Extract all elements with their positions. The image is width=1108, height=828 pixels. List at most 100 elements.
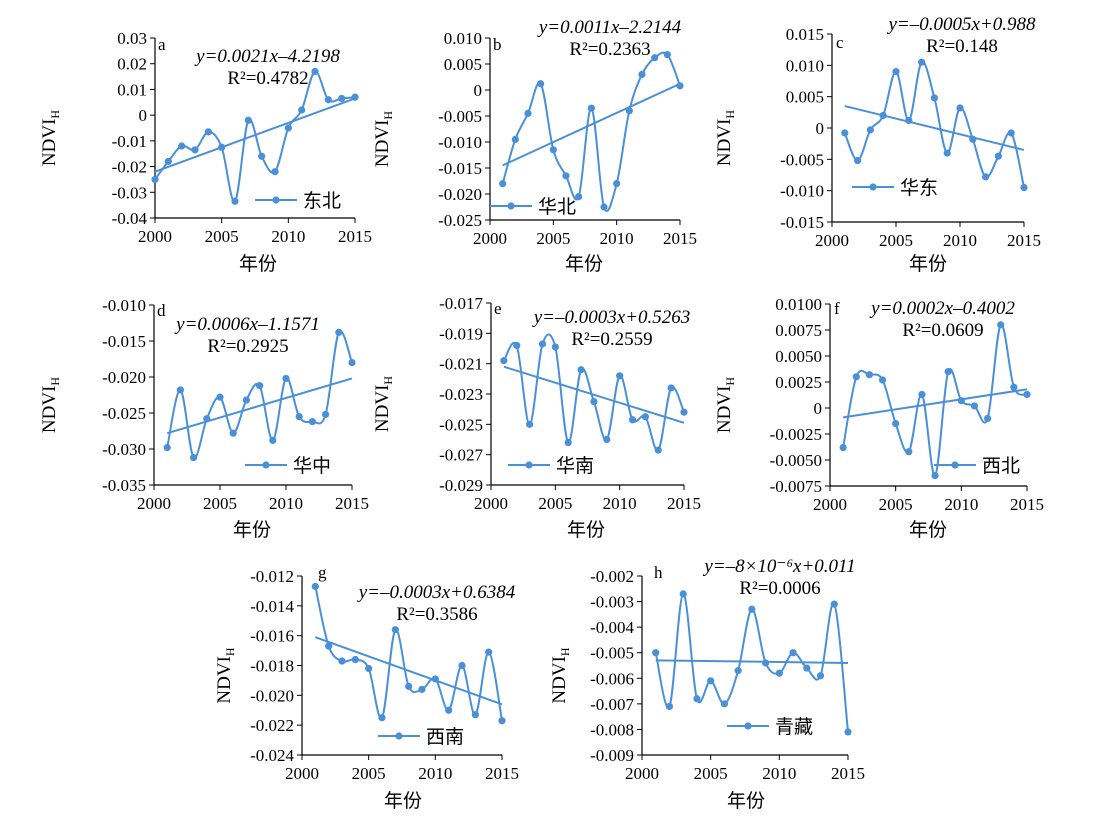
data-point [335, 328, 343, 336]
data-point [308, 418, 316, 426]
legend-label: 西南 [426, 726, 464, 748]
data-point [256, 382, 264, 390]
data-point [338, 657, 346, 665]
data-point [852, 373, 860, 381]
data-point [271, 168, 279, 176]
panel-label: h [654, 563, 663, 582]
trend-line [842, 388, 1028, 419]
x-tick-label: 2000 [474, 494, 508, 513]
data-point [957, 397, 965, 405]
data-point [944, 368, 952, 376]
panel-h: -0.002 -0.003 -0.004 -0.005 -0.006 -0.007 -0.0… [549, 556, 865, 812]
x-axis-label: 年份 [727, 790, 765, 812]
regression-equation: y=–0.0005x+0.988 [886, 14, 1036, 35]
data-point [1007, 129, 1015, 137]
data-point [803, 664, 811, 672]
y-tick-label: -0.025 [439, 415, 483, 434]
x-tick-label: 2000 [815, 231, 849, 250]
data-point [218, 143, 226, 151]
data-point [551, 343, 559, 351]
data-point [638, 70, 646, 78]
data-point [854, 156, 862, 165]
data-point [378, 714, 386, 722]
x-tick-label: 2010 [762, 764, 796, 783]
legend-marker [395, 732, 403, 740]
legend-marker [525, 461, 533, 469]
x-axis-label: 年份 [909, 253, 947, 275]
x-tick-label: 2005 [203, 494, 237, 513]
data-point [562, 172, 570, 180]
data-point [641, 413, 650, 421]
data-point [151, 175, 159, 184]
y-tick-label: -0.018 [250, 657, 294, 676]
data-point [190, 454, 198, 462]
y-axis-label: NDVIH [714, 377, 737, 434]
legend-marker [507, 202, 515, 210]
x-tick-label: 2000 [473, 229, 507, 248]
y-tick-label: -0.03 [112, 183, 147, 202]
y-tick-label: -0.015 [780, 213, 824, 232]
data-point [500, 357, 508, 365]
y-tick-label: 0 [139, 106, 148, 125]
y-tick-label: 0.010 [786, 56, 824, 75]
y-tick-label: 0.03 [117, 29, 147, 48]
panel-g: -0.012 -0.014 -0.016 -0.018 -0.020 -0.022 -0.0… [214, 563, 519, 812]
series-line [843, 61, 1025, 188]
data-point [994, 152, 1003, 160]
y-tick-label: -0.005 [590, 644, 634, 663]
data-point [816, 672, 825, 680]
data-point [590, 397, 598, 406]
x-tick-label: 2005 [538, 494, 572, 513]
x-tick-label: 2015 [335, 494, 369, 513]
y-tick-label: 0 [814, 399, 823, 418]
y-tick-label: -0.01 [112, 132, 147, 151]
legend-label: 华南 [556, 455, 594, 477]
panel-d: -0.010 -0.015 -0.020 -0.025 -0.030 -0.0352000… [39, 296, 369, 541]
y-tick-label: -0.009 [590, 746, 634, 765]
data-point [844, 728, 852, 736]
r-squared: R²=0.4782 [227, 68, 308, 89]
series-line [842, 323, 1028, 477]
data-point [458, 661, 466, 670]
data-point [244, 116, 252, 124]
r-squared: R²=0.3586 [396, 604, 477, 625]
y-tick-label: 0.005 [444, 55, 482, 74]
y-axis-label: NDVIH [39, 377, 62, 434]
legend-label: 华东 [900, 177, 938, 199]
y-axis-label: NDVIH [39, 110, 62, 167]
y-tick-label: -0.035 [102, 476, 146, 495]
y-tick-label: -0.010 [438, 133, 482, 152]
legend-label: 华北 [538, 196, 576, 218]
regression-equation: y=0.0006x–1.1571 [174, 314, 320, 335]
series-line [502, 333, 685, 452]
data-point [311, 67, 319, 76]
data-point [628, 416, 637, 424]
x-tick-label: 2015 [485, 764, 519, 783]
data-point [178, 142, 186, 150]
r-squared: R²=0.2925 [207, 336, 288, 357]
r-squared: R²=0.148 [926, 36, 998, 57]
data-point [762, 659, 770, 667]
regression-equation: y=0.0021x–4.2198 [194, 46, 340, 67]
y-tick-label: -0.025 [102, 404, 146, 423]
x-axis-label: 年份 [567, 519, 605, 541]
legend-marker [744, 722, 752, 730]
data-point [775, 669, 783, 677]
trend-line [844, 105, 1025, 151]
x-tick-label: 2015 [338, 227, 372, 246]
data-point [191, 146, 199, 154]
x-tick-label: 2000 [625, 764, 659, 783]
y-tick-label: 0.01 [117, 80, 147, 99]
trend-line [166, 377, 353, 435]
x-tick-label: 2010 [269, 494, 303, 513]
y-tick-label: -0.029 [439, 476, 483, 495]
data-point [511, 135, 519, 143]
panel-b: 0.010 0.005 0 -0.005 -0.010 -0.015 -0.020 -0.02… [372, 17, 697, 275]
y-tick-label: -0.0050 [770, 451, 822, 470]
y-tick-label: -0.0025 [770, 425, 822, 444]
data-point [600, 203, 608, 211]
data-point [839, 443, 847, 452]
y-tick-label: -0.006 [590, 669, 634, 688]
